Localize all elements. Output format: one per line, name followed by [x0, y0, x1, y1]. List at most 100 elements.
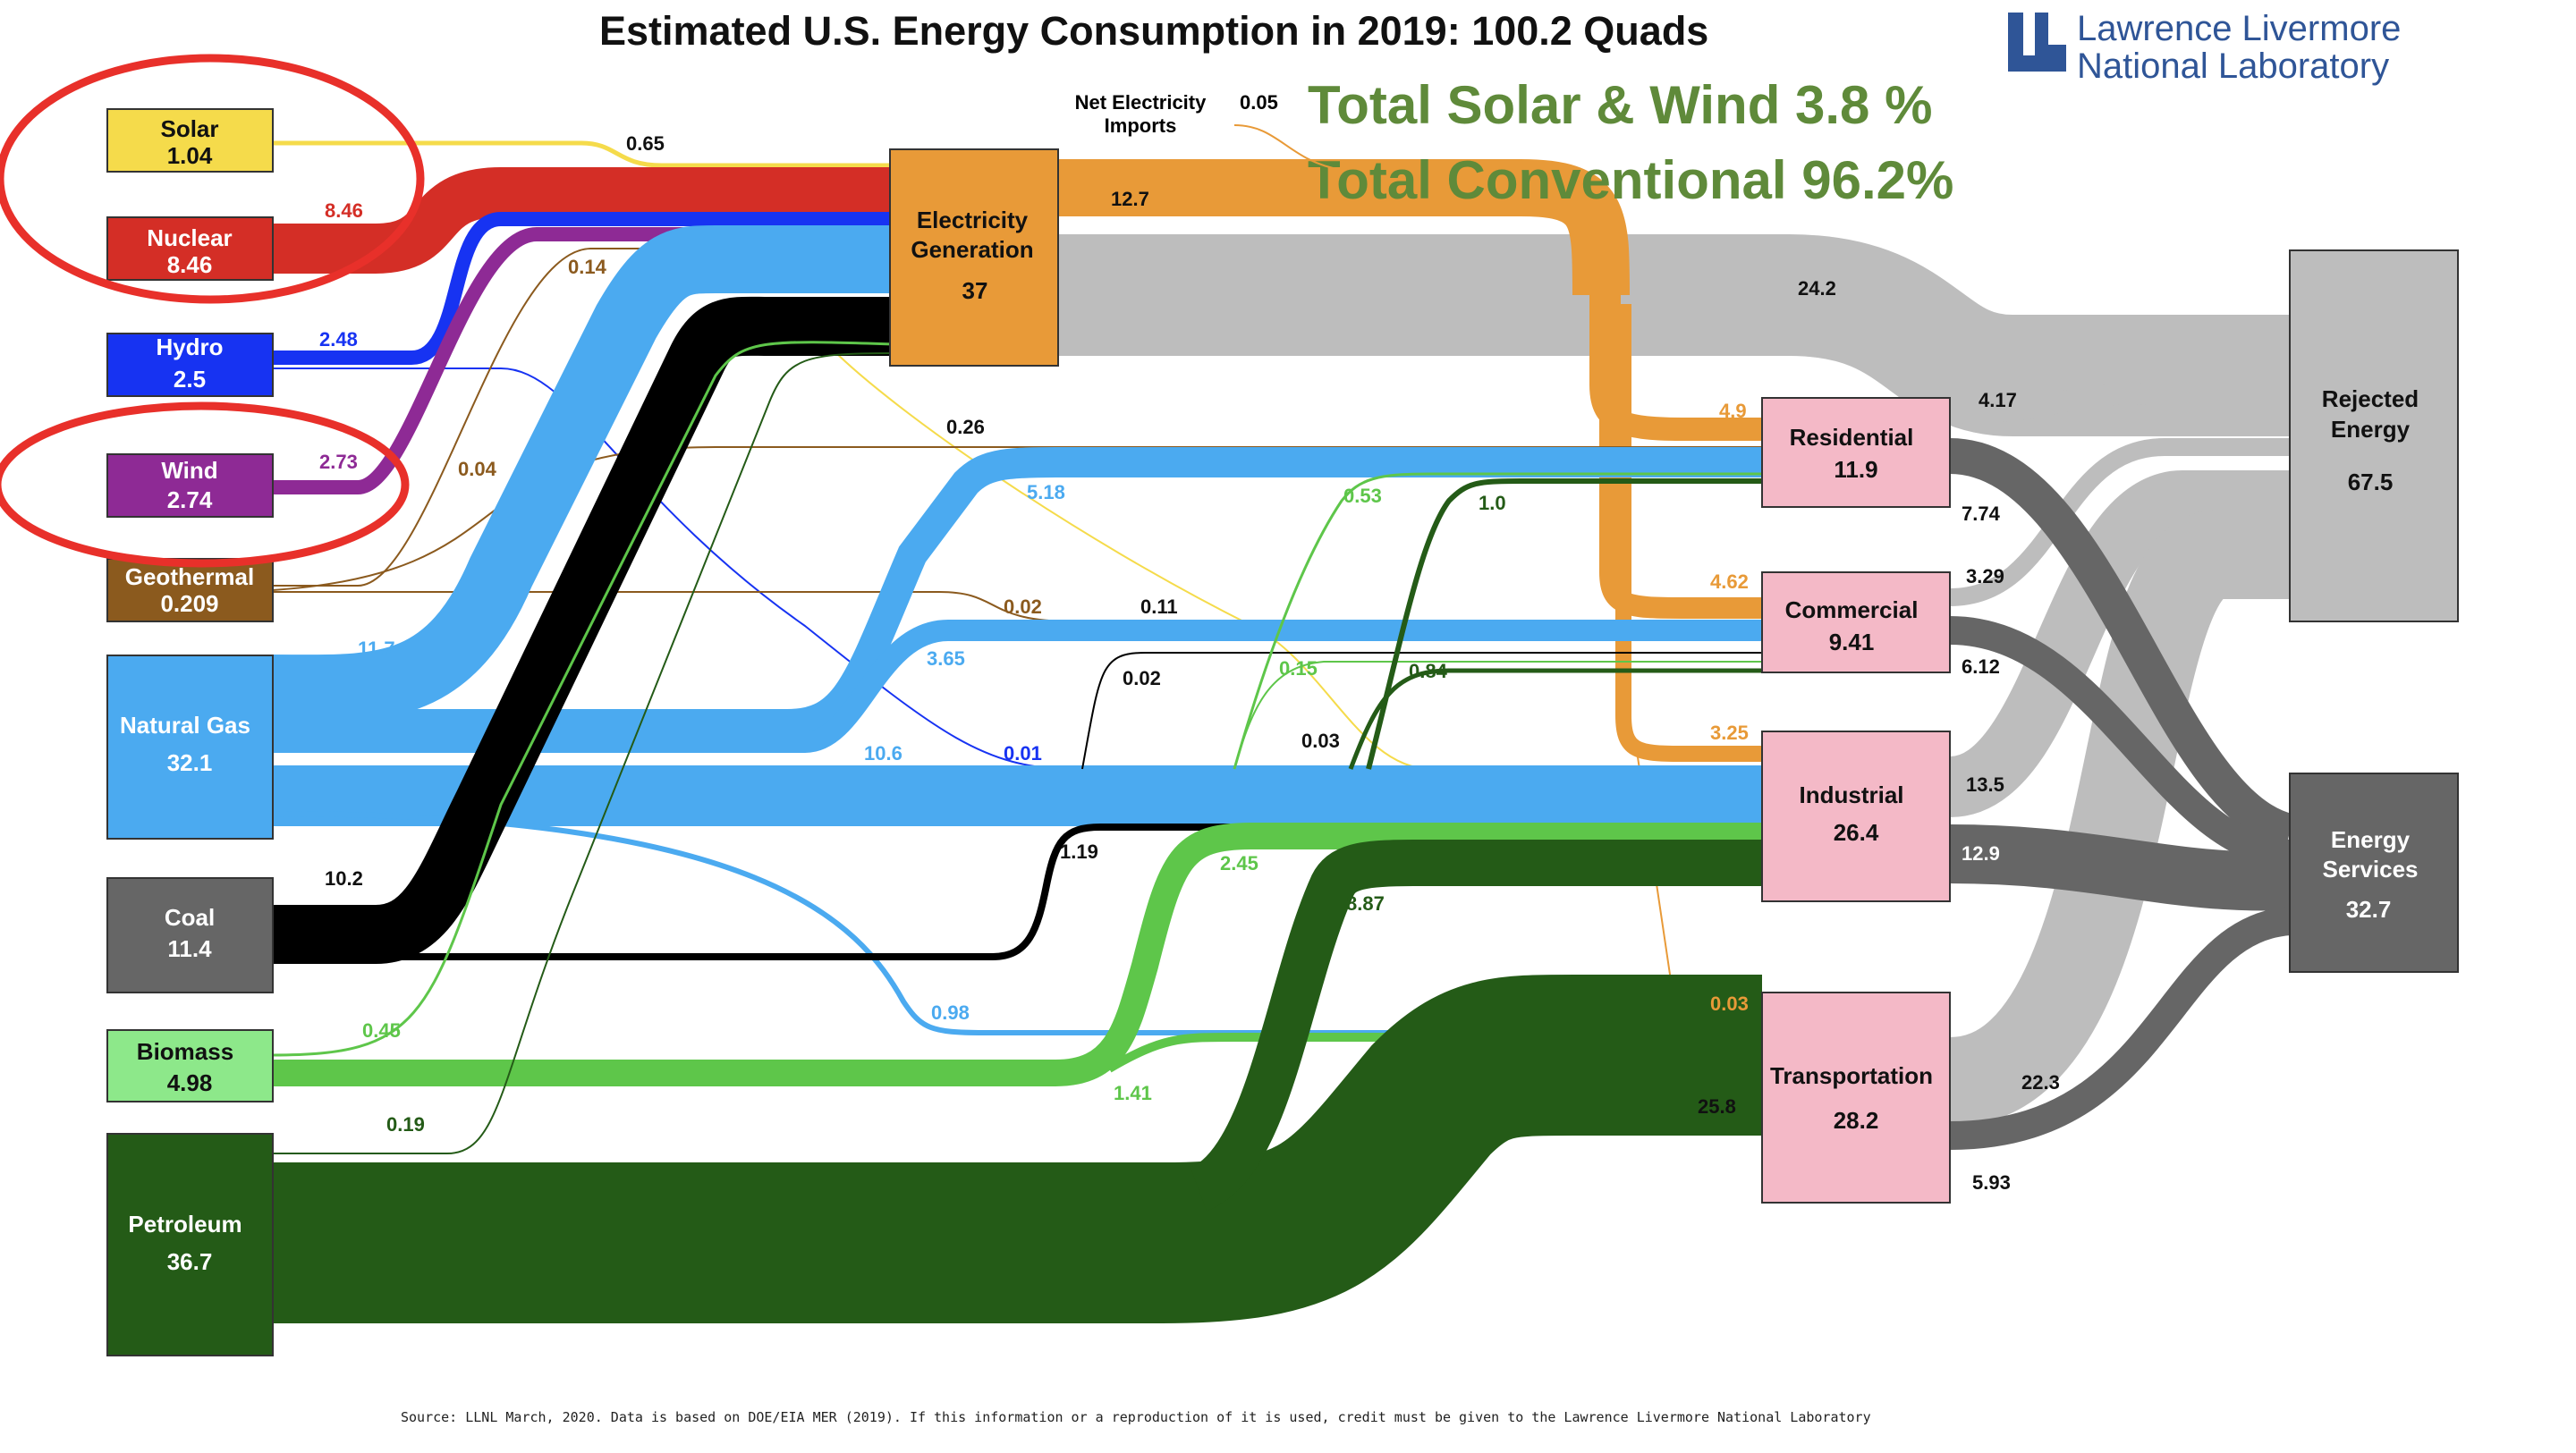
flow-label-pet-trans: 25.8 [1698, 1095, 1736, 1118]
node-natural-gas: Natural Gas 32.1 [106, 655, 274, 840]
flow-band-ind-services [1949, 824, 2292, 911]
node-transportation-name: Transportation [1770, 1062, 1933, 1089]
node-natural-gas-name: Natural Gas [120, 712, 250, 739]
node-biomass: Biomass 4.98 [106, 1029, 274, 1102]
flow-labels: 0.65 0.26 0.11 0.03 8.46 2.48 0.01 2.73 … [319, 132, 2060, 1194]
flow-label-elec-res: 4.9 [1719, 400, 1747, 422]
flow-band-bio-res [1233, 472, 1762, 770]
flow-band-elec-out [1055, 159, 1630, 296]
flow-label-elec-com: 4.62 [1710, 570, 1749, 593]
node-commercial-name: Commercial [1785, 596, 1919, 623]
node-rejected-name-1: Rejected [2322, 385, 2419, 412]
node-nuclear-box [106, 216, 274, 281]
node-coal-value: 11.4 [167, 935, 212, 962]
logo-line1: Lawrence Livermore [2077, 9, 2401, 48]
flow-label-pet-res: 1.0 [1479, 492, 1506, 514]
node-industrial: Industrial 26.4 [1761, 731, 1951, 902]
node-transportation-box [1761, 992, 1951, 1204]
node-biomass-box [106, 1029, 274, 1102]
node-industrial-box [1761, 731, 1951, 902]
node-petroleum-name: Petroleum [128, 1211, 242, 1238]
flow-band-solar-res [831, 348, 1762, 770]
node-wind: Wind 2.74 [106, 453, 274, 518]
node-electricity-box [889, 148, 1059, 367]
flow-label-elec-out: 12.7 [1111, 188, 1149, 210]
flow-band-res-services [1948, 438, 2295, 849]
flow-label-ind-rejected: 13.5 [1966, 773, 2004, 796]
llnl-logo: Lawrence Livermore National Laboratory [2008, 9, 2401, 86]
node-nuclear-value: 8.46 [167, 251, 213, 278]
flow-band-trans-services [1949, 907, 2292, 1150]
node-biomass-value: 4.98 [167, 1069, 213, 1096]
flow-band-gas-com [273, 620, 1762, 753]
node-solar-value: 1.04 [167, 142, 213, 169]
flow-label-coal-ind: 1.19 [1060, 841, 1098, 863]
flow-band-geo-elec [273, 248, 894, 587]
node-wind-name: Wind [161, 457, 217, 484]
flow-label-gas-elec: 11.7 [358, 638, 395, 660]
node-geothermal-value: 0.209 [160, 590, 218, 617]
node-geothermal-name: Geothermal [125, 563, 255, 590]
flow-label-bio-res: 0.53 [1343, 485, 1382, 507]
flow-label-gas-trans: 0.98 [931, 1001, 970, 1024]
flow-band-elec-rejected [1055, 234, 2290, 436]
node-electricity: Electricity Generation 37 [889, 148, 1059, 367]
node-petroleum-box [106, 1133, 274, 1356]
llnl-logo-mark [2008, 13, 2066, 72]
flow-label-elec-trans: 0.03 [1710, 993, 1749, 1015]
flow-band-pet-elec [273, 352, 895, 1154]
flow-band-nuclear-elec [273, 167, 894, 274]
node-hydro: Hydro 2.5 [106, 333, 274, 397]
flow-label-elec-ind: 3.25 [1710, 722, 1749, 744]
node-petroleum: Petroleum 36.7 [106, 1133, 274, 1356]
flow-label-gas-res: 5.18 [1027, 481, 1065, 503]
flow-label-geo-com: 0.02 [1004, 596, 1042, 618]
node-geothermal: Geothermal 0.209 [106, 558, 274, 622]
node-transportation: Transportation 28.2 [1761, 992, 1951, 1204]
node-services-value: 32.7 [2346, 896, 2392, 923]
flow-label-hydro-elec: 2.48 [319, 328, 358, 351]
net-imports-label-1: Net Electricity [1075, 91, 1207, 114]
node-wind-box [106, 453, 274, 518]
node-coal: Coal 11.4 [106, 877, 274, 993]
annotation-circle-wind [0, 401, 410, 568]
node-natural-gas-value: 32.1 [167, 749, 213, 776]
flow-band-gas-res [273, 447, 1762, 739]
flow-label-solar-ind: 0.03 [1301, 730, 1340, 752]
node-rejected-name-2: Energy [2331, 416, 2411, 443]
node-nuclear-name: Nuclear [147, 224, 232, 251]
node-solar-box [106, 108, 274, 173]
flow-label-solar-com: 0.11 [1140, 596, 1178, 618]
flow-band-bio-main [273, 823, 1762, 1086]
node-industrial-name: Industrial [1799, 781, 1903, 808]
node-rejected-value: 67.5 [2348, 469, 2394, 495]
flow-label-solar-res: 0.26 [946, 416, 985, 438]
annotation-circle-solar-nuclear [0, 54, 425, 304]
logo-line2: National Laboratory [2077, 46, 2389, 86]
node-transportation-value: 28.2 [1834, 1107, 1879, 1134]
flow-label-bio-com: 0.15 [1279, 657, 1318, 680]
flow-band-elec-industrial [1615, 304, 1762, 762]
node-natural-gas-box [106, 655, 274, 840]
flow-label-nuclear-elec: 8.46 [325, 199, 363, 222]
node-rejected-box [2289, 249, 2459, 622]
flow-label-hydro-ind: 0.01 [1004, 742, 1042, 765]
node-nuclear: Nuclear 8.46 [106, 216, 274, 281]
flow-label-trans-rejected: 22.3 [2021, 1071, 2060, 1094]
flow-label-com-rejected: 3.29 [1966, 565, 2004, 587]
flow-band-wind-elec [273, 227, 894, 494]
node-commercial-box [1761, 571, 1951, 673]
node-services-box [2289, 773, 2459, 973]
flow-label-geo-res: 0.04 [458, 458, 497, 480]
node-residential-box [1761, 397, 1951, 508]
node-residential: Residential 11.9 [1761, 397, 1951, 508]
node-solar: Solar 1.04 [106, 108, 274, 173]
node-hydro-value: 2.5 [174, 366, 206, 393]
flow-band-coal-elec [273, 296, 894, 964]
node-hydro-box [106, 333, 274, 397]
node-services-name-1: Energy [2331, 826, 2411, 853]
flow-label-pet-ind: 8.87 [1346, 892, 1385, 915]
node-residential-value: 11.9 [1834, 456, 1877, 483]
flow-band-gas-trans [272, 811, 1762, 1035]
